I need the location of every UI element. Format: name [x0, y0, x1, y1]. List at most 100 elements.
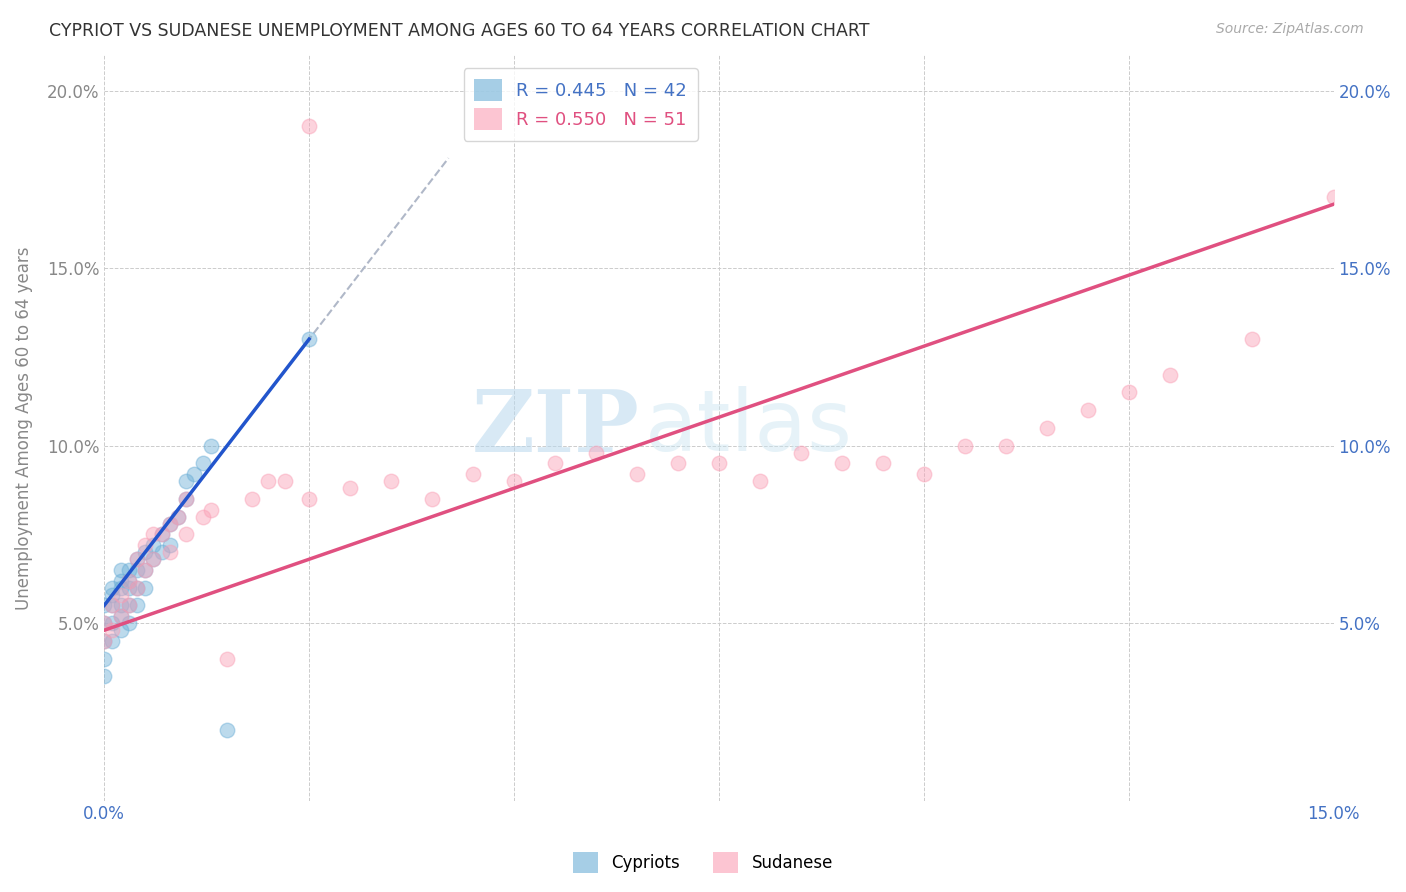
Point: [420, 491, 443, 506]
Point: [298, 491, 321, 506]
Point: [1323, 190, 1346, 204]
Point: [118, 574, 141, 588]
Point: [93, 616, 115, 631]
Point: [142, 538, 165, 552]
Point: [101, 616, 124, 631]
Point: [1159, 368, 1181, 382]
Point: [339, 481, 361, 495]
Point: [790, 446, 813, 460]
Point: [134, 563, 156, 577]
Text: atlas: atlas: [645, 386, 853, 469]
Point: [110, 581, 132, 595]
Point: [134, 538, 156, 552]
Point: [1240, 332, 1263, 346]
Point: [110, 599, 132, 613]
Point: [93, 599, 115, 613]
Point: [93, 633, 115, 648]
Point: [953, 439, 976, 453]
Point: [159, 545, 181, 559]
Point: [125, 563, 148, 577]
Point: [150, 527, 173, 541]
Point: [118, 616, 141, 631]
Point: [118, 574, 141, 588]
Point: [159, 538, 181, 552]
Point: [217, 723, 239, 737]
Point: [134, 563, 156, 577]
Point: [110, 588, 132, 602]
Point: [831, 456, 853, 470]
Point: [159, 516, 181, 531]
Point: [134, 545, 156, 559]
Text: CYPRIOT VS SUDANESE UNEMPLOYMENT AMONG AGES 60 TO 64 YEARS CORRELATION CHART: CYPRIOT VS SUDANESE UNEMPLOYMENT AMONG A…: [49, 22, 870, 40]
Point: [101, 624, 124, 638]
Point: [191, 509, 214, 524]
Point: [110, 609, 132, 624]
Point: [707, 456, 730, 470]
Point: [585, 446, 607, 460]
Point: [174, 474, 197, 488]
Point: [298, 119, 321, 133]
Point: [125, 581, 148, 595]
Point: [626, 467, 648, 481]
Point: [503, 474, 526, 488]
Point: [93, 669, 115, 683]
Point: [110, 609, 132, 624]
Point: [101, 599, 124, 613]
Point: [110, 563, 132, 577]
Point: [101, 633, 124, 648]
Point: [174, 491, 197, 506]
Point: [118, 599, 141, 613]
Point: [257, 474, 280, 488]
Point: [110, 624, 132, 638]
Text: Source: ZipAtlas.com: Source: ZipAtlas.com: [1216, 22, 1364, 37]
Point: [748, 474, 770, 488]
Point: [118, 599, 141, 613]
Point: [1036, 421, 1059, 435]
Point: [93, 651, 115, 665]
Point: [118, 563, 141, 577]
Point: [101, 599, 124, 613]
Point: [174, 491, 197, 506]
Point: [273, 474, 295, 488]
Legend: R = 0.445   N = 42, R = 0.550   N = 51: R = 0.445 N = 42, R = 0.550 N = 51: [464, 68, 697, 141]
Point: [142, 552, 165, 566]
Point: [125, 581, 148, 595]
Point: [101, 581, 124, 595]
Point: [380, 474, 402, 488]
Point: [167, 509, 190, 524]
Point: [167, 509, 190, 524]
Point: [174, 527, 197, 541]
Point: [142, 527, 165, 541]
Point: [150, 527, 173, 541]
Point: [159, 516, 181, 531]
Point: [461, 467, 484, 481]
Point: [1118, 385, 1140, 400]
Point: [125, 552, 148, 566]
Point: [872, 456, 894, 470]
Point: [1077, 403, 1099, 417]
Point: [183, 467, 205, 481]
Point: [240, 491, 263, 506]
Legend: Cypriots, Sudanese: Cypriots, Sudanese: [567, 846, 839, 880]
Point: [93, 616, 115, 631]
Point: [134, 581, 156, 595]
Y-axis label: Unemployment Among Ages 60 to 64 years: Unemployment Among Ages 60 to 64 years: [15, 246, 32, 609]
Point: [118, 581, 141, 595]
Point: [125, 552, 148, 566]
Point: [544, 456, 567, 470]
Point: [142, 552, 165, 566]
Point: [200, 439, 222, 453]
Point: [101, 588, 124, 602]
Point: [110, 574, 132, 588]
Point: [298, 332, 321, 346]
Point: [150, 545, 173, 559]
Point: [200, 502, 222, 516]
Point: [666, 456, 689, 470]
Point: [191, 456, 214, 470]
Point: [912, 467, 935, 481]
Point: [994, 439, 1017, 453]
Point: [217, 651, 239, 665]
Point: [93, 633, 115, 648]
Text: ZIP: ZIP: [471, 386, 640, 470]
Point: [125, 599, 148, 613]
